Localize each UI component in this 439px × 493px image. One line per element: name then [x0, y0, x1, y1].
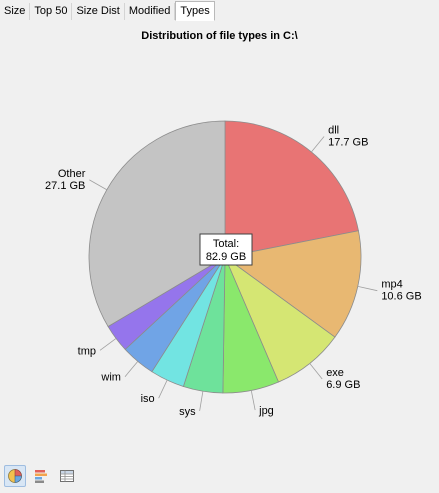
- leader-line-dll: [311, 136, 325, 153]
- slice-label-jpg: jpg: [258, 405, 274, 417]
- bar-view-button[interactable]: [30, 465, 52, 487]
- tab-size-dist[interactable]: Size Dist: [72, 3, 125, 20]
- pie-slice-dll[interactable]: [224, 120, 359, 258]
- pie-view-button[interactable]: [4, 465, 26, 487]
- leader-line-jpg: [250, 390, 256, 411]
- chart-title: Distribution of file types in C:\: [141, 30, 298, 42]
- table-view-button[interactable]: [56, 465, 78, 487]
- slice-label-tmp: tmp: [78, 345, 96, 357]
- table-icon: [60, 470, 74, 482]
- total-value: 82.9 GB: [206, 251, 246, 263]
- pie-chart-icon: [8, 469, 22, 483]
- leader-line-tmp: [99, 338, 117, 351]
- leader-line-wim: [124, 361, 139, 377]
- chart-panel: Distribution of file types in C:\ dll 17.…: [0, 20, 439, 457]
- total-box: Total:82.9 GB: [199, 233, 253, 266]
- slice-value-other: 27.1 GB: [45, 180, 85, 192]
- total-title: Total:: [213, 238, 239, 250]
- slice-label-wim: wim: [100, 372, 121, 384]
- tab-types[interactable]: Types: [175, 1, 215, 21]
- tab-top-50[interactable]: Top 50: [30, 3, 73, 20]
- pie-slice-other[interactable]: [88, 120, 226, 328]
- pie-slices: [88, 120, 362, 394]
- tab-modified[interactable]: Modified: [125, 3, 176, 20]
- leader-line-iso: [158, 379, 168, 399]
- slice-label-exe: exe: [326, 367, 344, 379]
- slice-label-mp4: mp4: [381, 279, 402, 291]
- label-leaders: [89, 136, 378, 411]
- slice-value-exe: 6.9 GB: [326, 379, 360, 391]
- tab-size[interactable]: Size: [0, 3, 31, 20]
- slice-label-dll: dll: [328, 125, 339, 137]
- tab-bar: Size Top 50 Size Dist Modified Types: [0, 0, 439, 21]
- slice-label-sys: sys: [179, 406, 196, 418]
- slice-value-mp4: 10.6 GB: [381, 291, 421, 303]
- view-toolbar: [0, 462, 439, 490]
- total-box-frame: [199, 233, 253, 266]
- leader-line-mp4: [357, 285, 378, 292]
- slice-label-other: Other: [58, 168, 86, 180]
- leader-line-other: [89, 179, 107, 191]
- leader-line-exe: [309, 363, 323, 380]
- slice-label-iso: iso: [141, 393, 155, 405]
- slice-value-dll: 17.7 GB: [328, 137, 368, 149]
- leader-line-sys: [199, 391, 204, 411]
- bar-chart-icon: [35, 470, 47, 483]
